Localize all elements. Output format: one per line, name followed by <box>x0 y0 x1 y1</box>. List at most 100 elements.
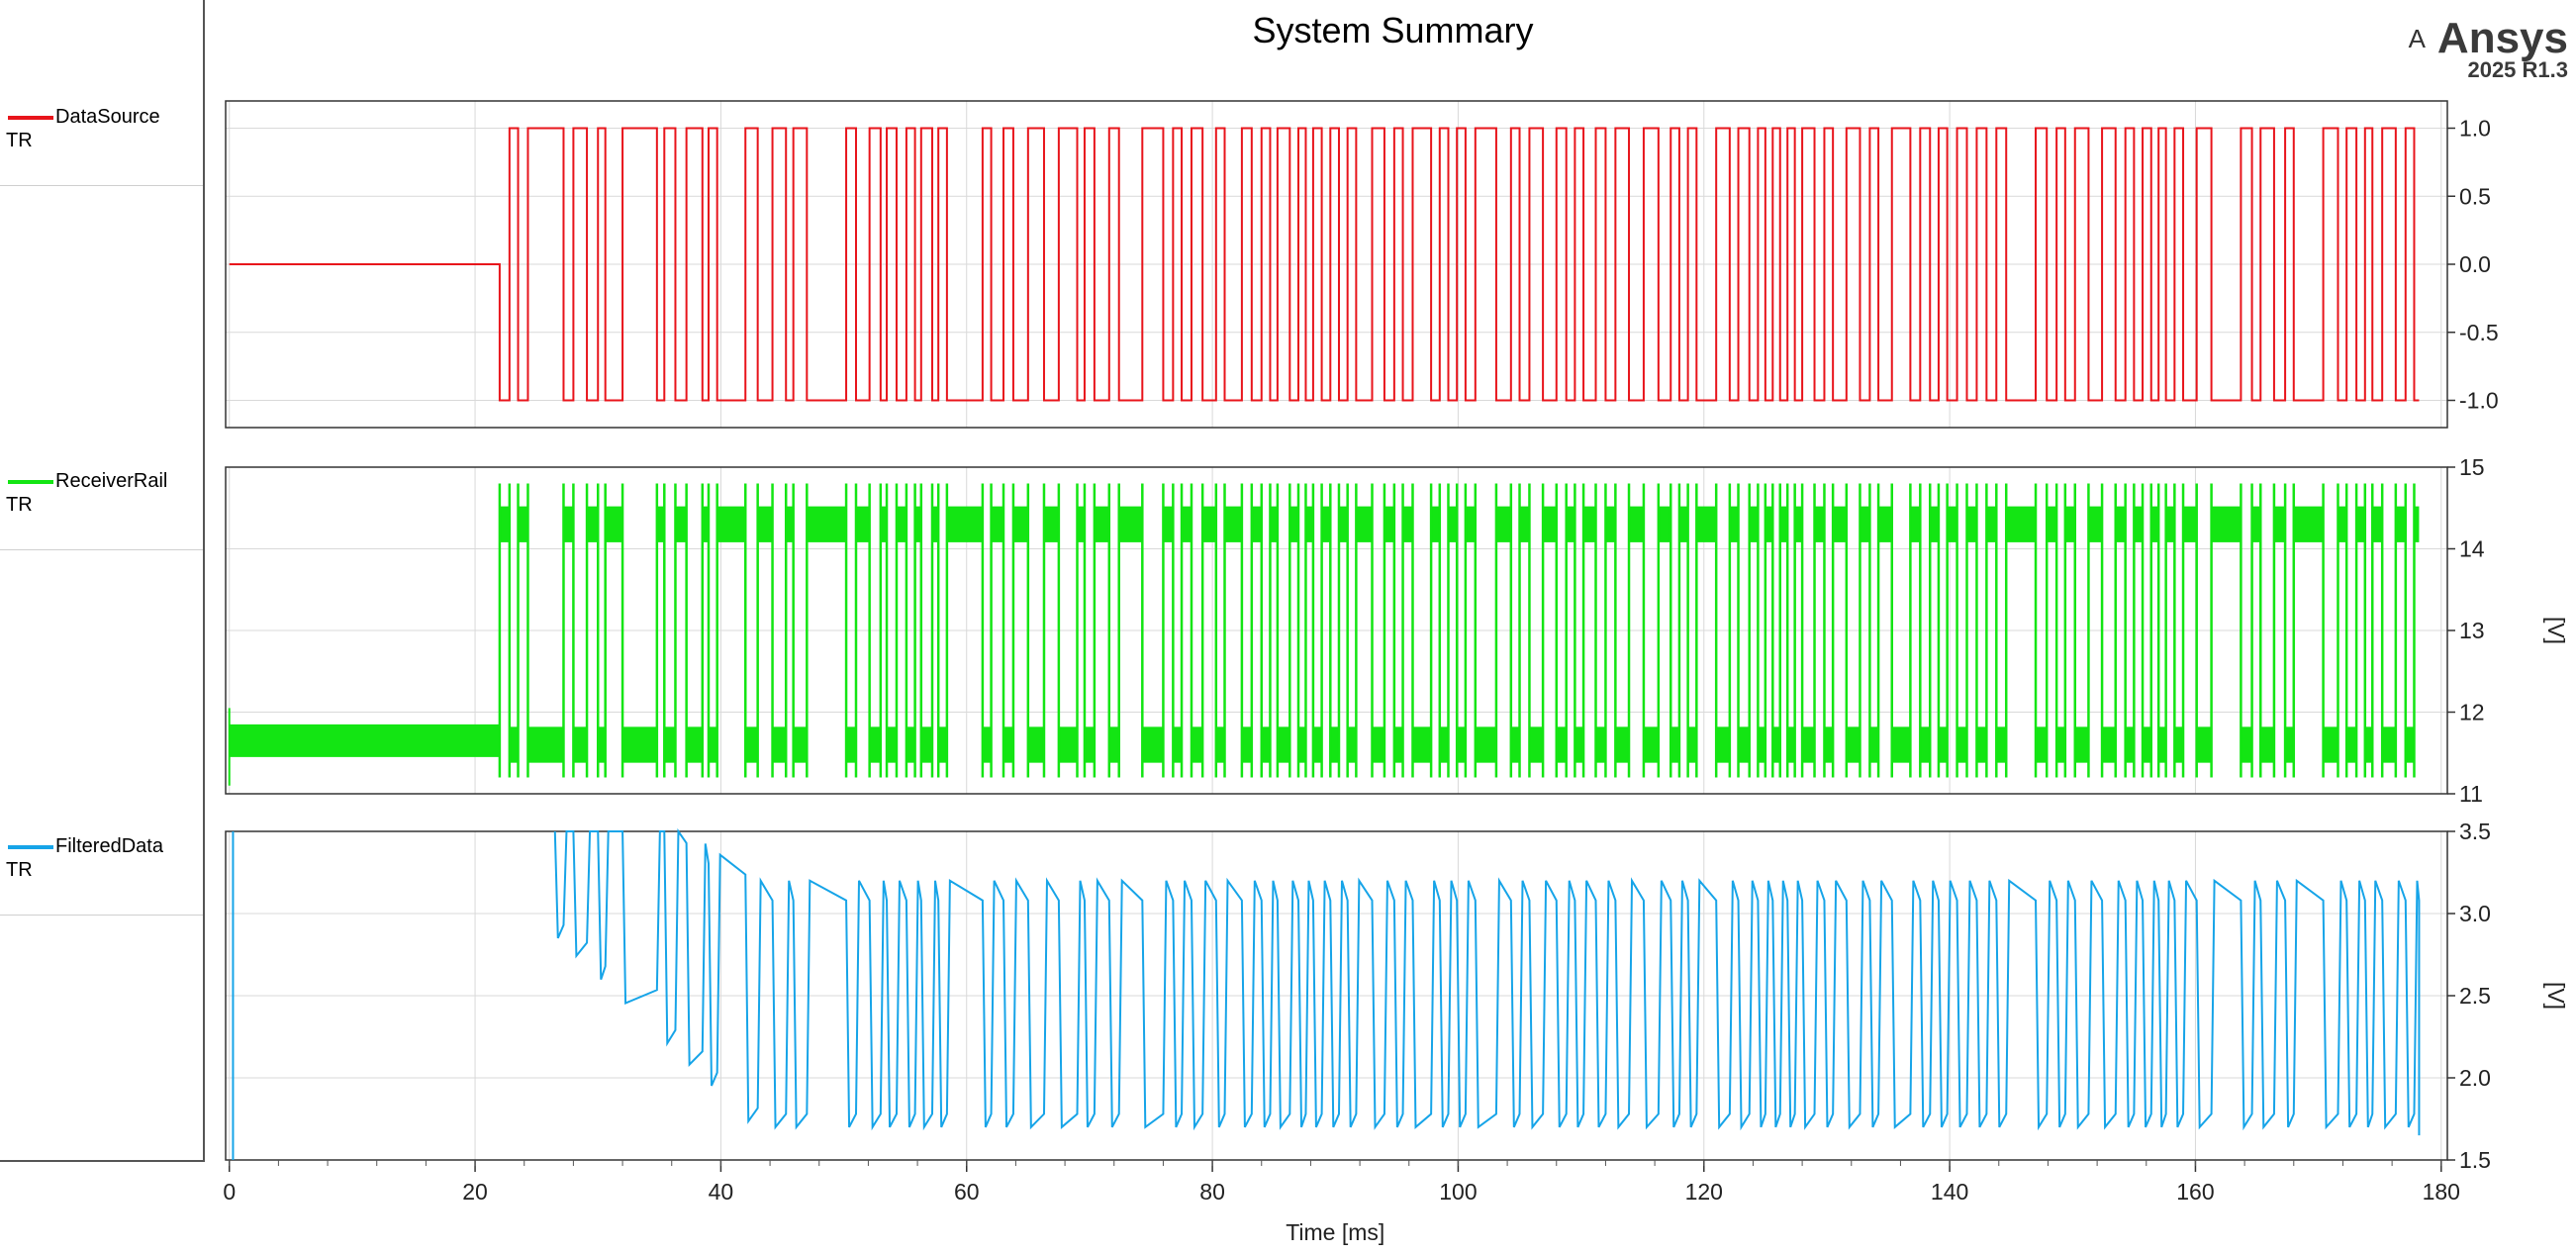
series-receiverrail-segment <box>1543 506 1557 542</box>
series-receiverrail-segment <box>1678 506 1688 542</box>
series-receiverrail-segment <box>2036 726 2048 763</box>
legend-tag: TR <box>6 494 33 516</box>
series-receiverrail-segment <box>2088 506 2103 542</box>
series-receiverrail-segment <box>1251 506 1262 542</box>
series-receiverrail-segment <box>2102 726 2116 763</box>
legend-tag: TR <box>6 130 33 151</box>
series-receiverrail-segment <box>880 506 888 542</box>
series-receiverrail-segment <box>1431 506 1440 542</box>
logo-mark: A <box>2408 23 2426 53</box>
x-tick-label: 140 <box>1931 1179 1968 1205</box>
series-receiverrail-segment <box>991 506 1003 542</box>
series-receiverrail-segment <box>1976 726 1987 763</box>
x-tick-label: 0 <box>223 1179 236 1205</box>
series-receiverrail-segment <box>2115 506 2126 542</box>
series-receiverrail-segment <box>2211 506 2242 542</box>
series-receiverrail-segment <box>1412 726 1432 763</box>
series-receiverrail-segment <box>2056 726 2065 763</box>
y-tick-label: 0.0 <box>2459 251 2491 277</box>
series-receiverrail-segment <box>2006 506 2037 542</box>
series-receiverrail-segment <box>1687 726 1697 763</box>
x-tick-label: 20 <box>462 1179 488 1205</box>
series-receiverrail-segment <box>2125 726 2135 763</box>
series-receiverrail-segment <box>2074 726 2089 763</box>
series-receiverrail-segment <box>1215 726 1225 763</box>
series-receiverrail-segment <box>2064 506 2075 542</box>
series-receiverrail-segment <box>1519 506 1530 542</box>
series-receiverrail-segment <box>605 506 623 542</box>
series-receiverrail-segment <box>1305 506 1313 542</box>
series-receiverrail-segment <box>2183 506 2197 542</box>
series-receiverrail-segment <box>2293 506 2324 542</box>
series-receiverrail-segment <box>2260 726 2274 763</box>
series-receiverrail-segment <box>1202 506 1216 542</box>
series-receiverrail-segment <box>716 506 746 542</box>
series-receiverrail-segment <box>573 726 588 763</box>
series-datasource <box>229 127 2420 402</box>
legend-entry-datasource[interactable]: DataSource TR <box>0 100 203 186</box>
series-receiverrail-segment <box>1566 506 1575 542</box>
series-receiverrail-segment <box>1556 726 1567 763</box>
logo-brand: Ansys <box>2436 14 2568 62</box>
y-tick-label: 11 <box>2459 781 2483 807</box>
series-receiverrail-segment <box>1495 506 1511 542</box>
legend-entry-filtereddata[interactable]: FilteredData TR <box>0 829 203 916</box>
series-receiverrail-segment <box>931 506 939 542</box>
series-receiverrail-segment <box>2273 506 2286 542</box>
series-receiverrail-segment <box>1338 506 1348 542</box>
series-receiverrail-segment <box>1298 726 1306 763</box>
series-receiverrail-segment <box>499 506 510 542</box>
legend-label: ReceiverRail <box>55 470 168 492</box>
y-tick-label: 13 <box>2459 618 2485 643</box>
series-receiverrail-segment <box>1043 506 1059 542</box>
series-receiverrail-segment <box>869 726 881 763</box>
y-tick-label: 1.0 <box>2459 116 2491 142</box>
series-receiverrail-segment <box>1510 726 1520 763</box>
series-receiverrail-segment <box>2372 506 2383 542</box>
series-receiverrail-segment <box>1163 506 1174 542</box>
series-receiverrail-segment <box>1173 726 1183 763</box>
series-receiverrail-noise <box>229 724 500 757</box>
series-receiverrail-segment <box>1930 506 1939 542</box>
series-receiverrail-segment <box>1947 506 1957 542</box>
legend-swatch <box>8 844 53 849</box>
series-receiverrail-segment <box>1191 726 1203 763</box>
plot-panel-datasource: 1.0 0.5 0.0 -0.5 -1.0 <box>225 100 2499 429</box>
series-receiverrail-segment <box>1224 506 1242 542</box>
series-receiverrail-segment <box>2285 726 2294 763</box>
series-receiverrail-segment <box>1787 726 1795 763</box>
series-receiverrail-segment <box>1574 726 1584 763</box>
series-receiverrail-segment <box>1330 726 1339 763</box>
series-receiverrail-segment <box>1241 726 1252 763</box>
series-receiverrail-segment <box>1802 726 1815 763</box>
series-receiverrail-segment <box>1860 506 1870 542</box>
series-receiverrail-segment <box>1814 506 1825 542</box>
series-receiverrail-segment <box>896 506 906 542</box>
series-receiverrail-segment <box>1772 726 1780 763</box>
series-receiverrail-segment <box>1920 726 1931 763</box>
series-receiverrail-segment <box>1595 726 1606 763</box>
series-receiverrail-segment <box>914 506 921 542</box>
series-receiverrail-segment <box>938 726 947 763</box>
series-receiverrail-segment <box>2143 726 2151 763</box>
series-receiverrail-segment <box>946 506 983 542</box>
series-receiverrail-segment <box>1833 506 1847 542</box>
series-receiverrail-segment <box>1094 506 1109 542</box>
series-receiverrail-segment <box>1605 506 1616 542</box>
series-receiverrail-segment <box>2196 726 2212 763</box>
series-receiverrail-segment <box>1658 506 1671 542</box>
series-receiverrail-segment <box>702 506 709 542</box>
series-receiverrail-segment <box>1779 506 1788 542</box>
series-receiverrail-segment <box>1439 726 1449 763</box>
series-receiverrail-segment <box>1758 726 1765 763</box>
legend-entry-receiverrail[interactable]: ReceiverRail TR <box>0 464 203 550</box>
series-receiverrail-segment <box>982 726 992 763</box>
series-receiverrail-segment <box>1182 506 1192 542</box>
series-receiverrail-segment <box>527 726 564 763</box>
series-receiverrail-segment <box>1529 726 1544 763</box>
series-receiverrail-segment <box>1643 726 1659 763</box>
series-receiverrail-segment <box>1910 506 1921 542</box>
series-receiverrail-segment <box>1878 506 1892 542</box>
series-receiverrail-segment <box>846 726 856 763</box>
series-receiverrail-segment <box>1058 726 1078 763</box>
